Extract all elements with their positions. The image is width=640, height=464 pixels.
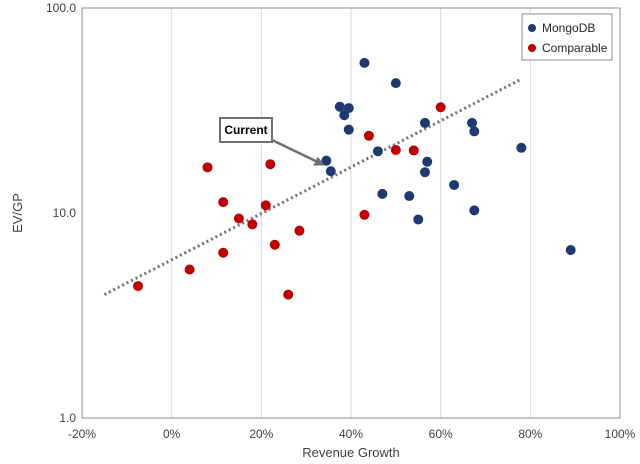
y-axis-ticks: 1.0 10.0 100.0 — [46, 1, 76, 425]
mongodb-point — [339, 110, 350, 121]
mongodb-point — [343, 103, 354, 114]
mongodb-point — [359, 57, 370, 68]
annotation-arrowhead — [313, 156, 325, 166]
annotation-box — [219, 117, 273, 143]
x-tick-label: 40% — [339, 427, 363, 441]
comparable-point — [435, 102, 446, 113]
comparable-point — [408, 145, 419, 156]
comparable-point — [202, 162, 213, 173]
y-tick-label: 10.0 — [53, 206, 77, 220]
mongodb-point — [516, 142, 527, 153]
comparable-point — [269, 239, 280, 250]
mongodb-point — [469, 205, 480, 216]
comparable-point — [218, 197, 229, 208]
annotation-arrow-line — [271, 138, 324, 166]
mongodb-point — [422, 156, 433, 167]
data-points — [133, 57, 576, 300]
y-axis-title: EV/GP — [10, 193, 25, 233]
mongodb-point — [390, 78, 401, 89]
x-tick-label: 60% — [429, 427, 453, 441]
legend-box — [521, 13, 613, 61]
mongodb-point — [377, 188, 388, 199]
mongodb-point — [565, 244, 576, 255]
comparable-point — [363, 130, 374, 141]
legend-marker-comparable — [528, 44, 536, 52]
comparable-point — [233, 213, 244, 224]
legend: MongoDB Comparable — [521, 13, 613, 61]
legend-label-mongodb: MongoDB — [542, 21, 595, 35]
comparable-point — [390, 144, 401, 155]
mongodb-point — [404, 191, 415, 202]
legend-label-comparable: Comparable — [542, 41, 608, 55]
x-axis-title: Revenue Growth — [302, 445, 400, 460]
mongodb-point — [372, 146, 383, 157]
trendline-group — [103, 77, 523, 296]
comparable-point — [247, 219, 258, 230]
x-tick-label: 100% — [605, 427, 636, 441]
x-tick-label: 80% — [518, 427, 542, 441]
comparable-point — [283, 289, 294, 300]
y-tick-label: 100.0 — [46, 1, 76, 15]
legend-marker-mongodb — [528, 24, 536, 32]
plot-area-frame — [81, 7, 621, 419]
mongodb-point — [413, 214, 424, 225]
comparable-point — [294, 225, 305, 236]
annotation-group: Current — [219, 117, 325, 166]
comparable-point — [265, 159, 276, 170]
mongodb-point — [449, 179, 460, 190]
mongodb-point — [334, 101, 345, 112]
y-tick-label: 1.0 — [59, 411, 76, 425]
x-tick-label: 0% — [163, 427, 181, 441]
mongodb-point — [343, 124, 354, 135]
x-tick-label: -20% — [68, 427, 96, 441]
comparable-point — [218, 247, 229, 258]
comparable-point — [133, 281, 144, 292]
mongodb-point — [469, 126, 480, 137]
mongodb-point — [321, 155, 332, 166]
trendline — [103, 77, 523, 296]
comparable-point — [359, 209, 370, 220]
mongodb-point — [419, 167, 430, 178]
x-axis-ticks: -20% 0% 20% 40% 60% 80% 100% — [68, 427, 636, 441]
comparable-point — [260, 200, 271, 211]
annotation-label: Current — [224, 123, 267, 137]
comparable-point — [184, 264, 195, 275]
x-tick-label: 20% — [249, 427, 273, 441]
mongodb-point — [419, 117, 430, 128]
mongodb-point — [325, 166, 336, 177]
mongodb-point — [467, 117, 478, 128]
